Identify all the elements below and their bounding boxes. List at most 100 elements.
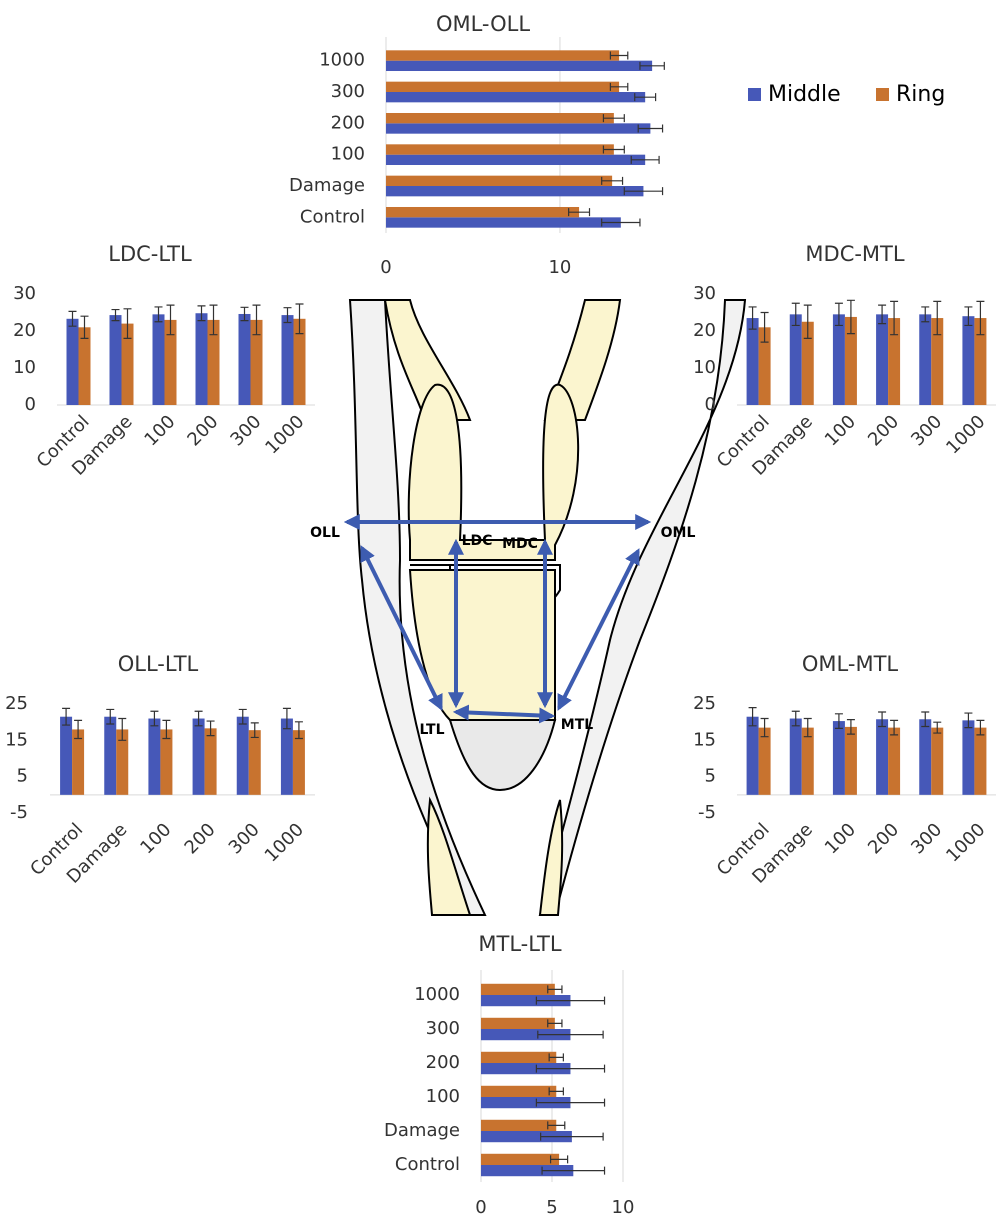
bar (931, 728, 943, 795)
bar (481, 984, 555, 995)
y-tick-label: 15 (693, 729, 716, 750)
diagram-label: LTL (419, 722, 444, 738)
y-tick-label: 30 (693, 283, 716, 304)
y-tick-label: 20 (693, 320, 716, 341)
y-tick-label: 5 (705, 766, 716, 787)
bar (386, 92, 645, 102)
bar (110, 315, 122, 405)
x-tick-label: 200 (864, 819, 903, 858)
bar (386, 113, 614, 123)
bar-chart: OLL-LTL-551525ControlDamage1002003001000 (5, 652, 315, 888)
y-tick-label: 25 (5, 693, 28, 714)
chart-title: MTL-LTL (478, 932, 561, 956)
y-tick-label: 25 (693, 693, 716, 714)
x-tick-label: 100 (140, 411, 179, 450)
legend-label: Middle (768, 82, 841, 107)
bar (481, 1120, 556, 1131)
bar (67, 319, 79, 405)
bar (249, 730, 261, 795)
x-tick-label: 10 (612, 1197, 635, 1218)
x-tick-label: 200 (183, 411, 222, 450)
bar (386, 155, 645, 165)
bar (481, 1086, 556, 1097)
chart-title: OML-MTL (802, 652, 899, 676)
y-tick-label: Control (395, 1154, 460, 1175)
diagram-label: OML (661, 525, 696, 541)
bar (481, 1052, 556, 1063)
bar (919, 314, 931, 405)
legend-label: Ring (896, 82, 945, 107)
y-tick-label: 200 (426, 1052, 460, 1073)
chart-title: LDC-LTL (108, 242, 192, 266)
y-tick-label: 0 (25, 394, 36, 415)
bar (60, 717, 72, 795)
diagram-label: MTL (561, 717, 593, 733)
knee-diagram: OLL LDC MDC OML LTL MTL (310, 300, 745, 915)
x-tick-label: 10 (548, 257, 571, 278)
bar (888, 728, 900, 795)
bar (386, 144, 614, 154)
y-tick-label: Damage (384, 1120, 460, 1141)
x-tick-label: 1000 (261, 819, 308, 866)
x-tick-label: 100 (136, 819, 175, 858)
y-tick-label: -5 (698, 802, 716, 823)
bar (962, 720, 974, 794)
x-tick-label: 0 (475, 1197, 486, 1218)
y-tick-label: 20 (13, 320, 36, 341)
x-tick-label: 1000 (942, 411, 989, 458)
x-tick-label: 5 (546, 1197, 557, 1218)
y-tick-label: 10 (693, 357, 716, 378)
y-tick-label: Damage (289, 175, 365, 196)
bar (239, 314, 251, 405)
bar (386, 50, 619, 60)
bar (481, 1154, 559, 1165)
y-tick-label: 10 (13, 357, 36, 378)
bar (237, 717, 249, 795)
y-tick-label: 15 (5, 729, 28, 750)
chart-title: OLL-LTL (118, 652, 199, 676)
x-tick-label: 100 (821, 819, 860, 858)
figure: OLL LDC MDC OML LTL MTL OML-OLL 0 10 Contro… (0, 0, 996, 1219)
diagram-label: MDC (502, 536, 538, 552)
bar (386, 61, 652, 71)
bar (72, 729, 84, 794)
chart-title: OML-OLL (436, 12, 530, 36)
bar (293, 730, 305, 795)
y-tick-label: -5 (10, 802, 28, 823)
y-tick-label: 0 (705, 394, 716, 415)
x-tick-label: 300 (907, 819, 946, 858)
y-tick-label: 1000 (414, 984, 460, 1005)
bar (747, 717, 759, 795)
bar (833, 721, 845, 795)
bar (919, 719, 931, 795)
bar (196, 313, 208, 405)
legend-swatch (876, 88, 889, 101)
x-tick-label: 200 (864, 411, 903, 450)
x-tick-label: 300 (225, 819, 264, 858)
bar (481, 1018, 555, 1029)
diagram-label: OLL (310, 525, 340, 541)
bar (790, 719, 802, 795)
y-tick-label: 100 (331, 144, 365, 165)
y-tick-label: 5 (17, 766, 28, 787)
legend-swatch (748, 88, 761, 101)
bar (104, 717, 116, 795)
bar (747, 318, 759, 405)
bar (386, 123, 650, 133)
x-tick-label: 300 (907, 411, 946, 450)
x-tick-label: 1000 (942, 819, 989, 866)
y-tick-label: 300 (426, 1018, 460, 1039)
bar (876, 719, 888, 795)
x-tick-label: 300 (226, 411, 265, 450)
bar (876, 314, 888, 405)
y-tick-label: 30 (13, 283, 36, 304)
bar (386, 82, 619, 92)
bar (790, 314, 802, 405)
bar (281, 719, 293, 795)
x-tick-label: 1000 (261, 411, 308, 458)
y-tick-label: 200 (331, 112, 365, 133)
bar (974, 728, 986, 795)
